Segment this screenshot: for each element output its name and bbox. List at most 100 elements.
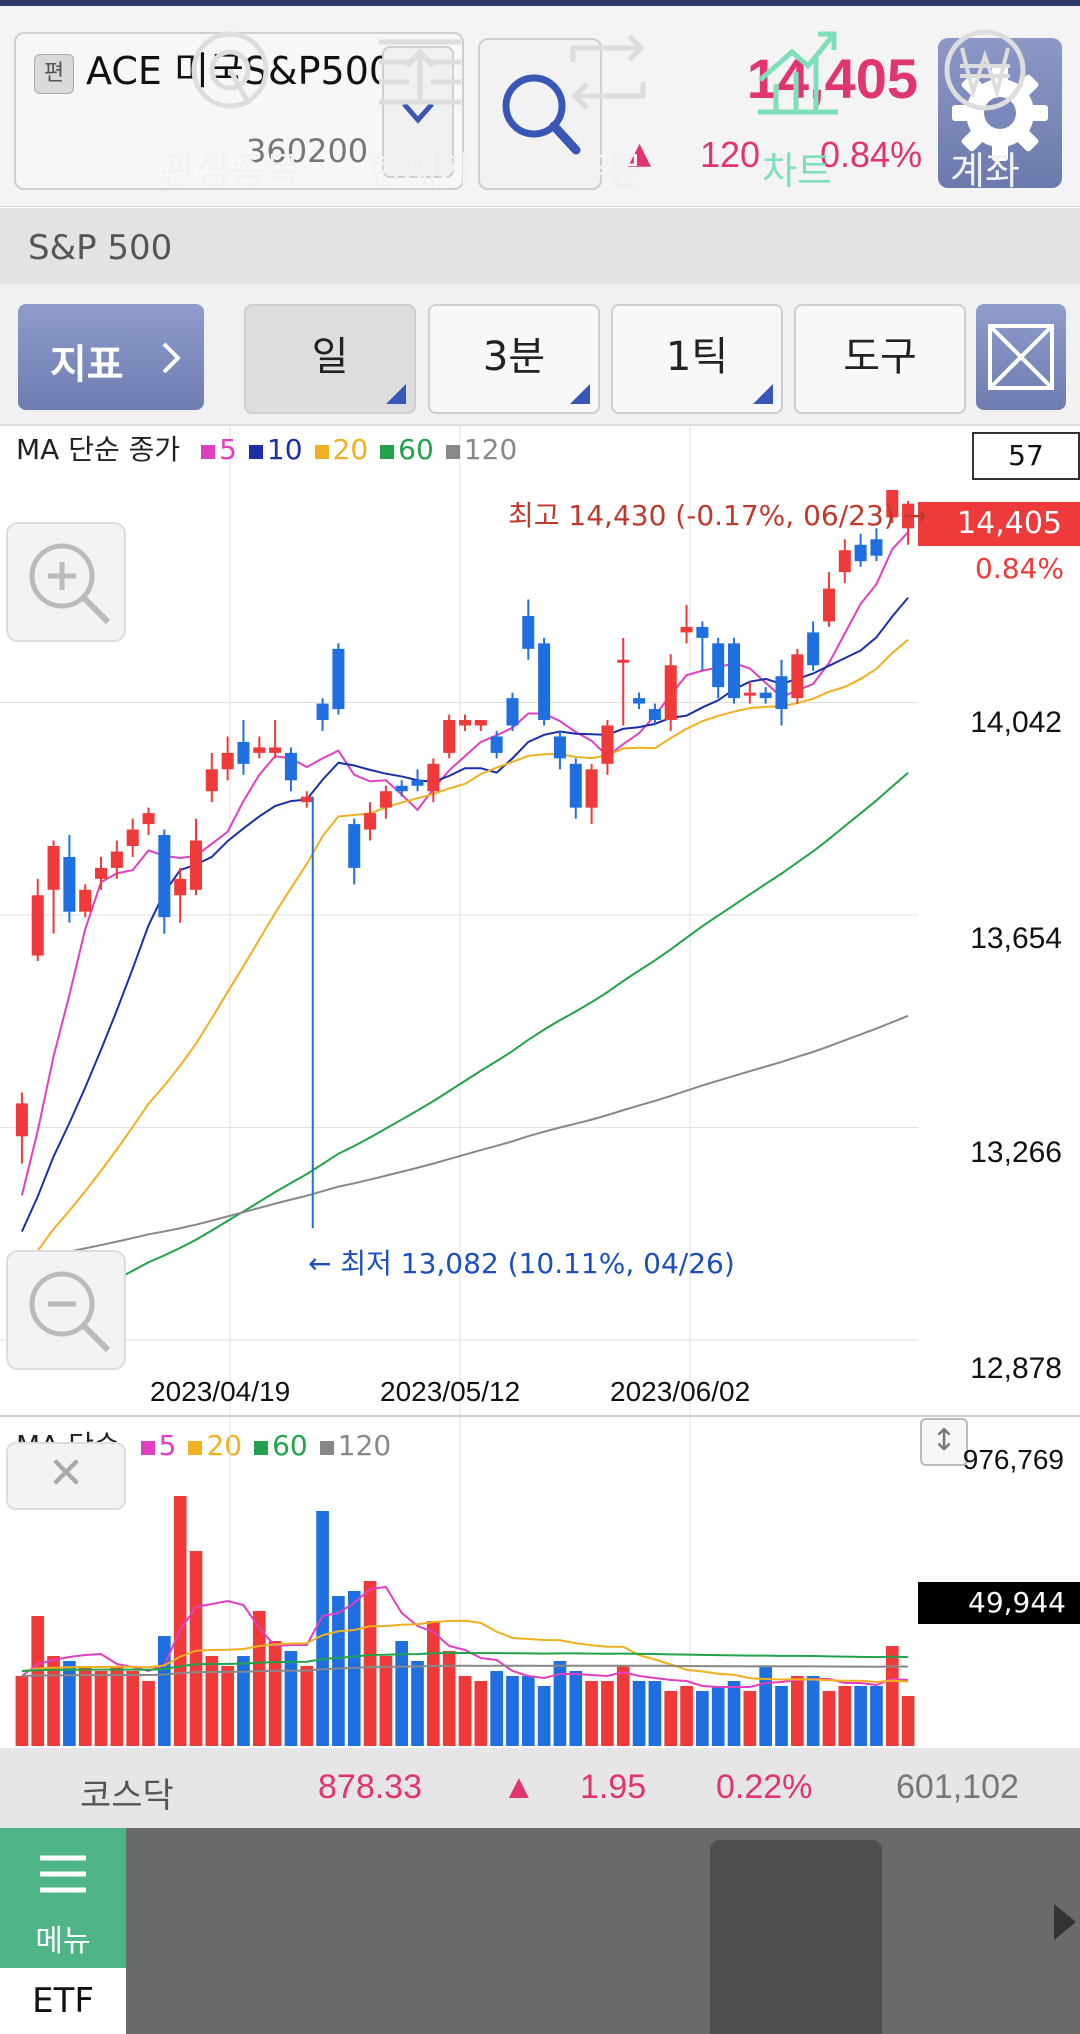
stock-code: 360200 [246,132,369,170]
volume-ma-120-line [21,1664,909,1677]
volume-bar [854,1686,867,1746]
candle [822,588,835,622]
market-index-bar[interactable]: 코스닥 878.33 ▲ 1.95 0.22% 601,102 [0,1748,1080,1828]
chart-toolbar: 지표 일 3분 1틱 도구 [0,284,1080,426]
tick-label: 1틱 [665,334,729,380]
zoom-out-button[interactable] [6,1250,126,1370]
candle [648,709,661,721]
search-icon [502,74,581,155]
candle [854,544,867,562]
candle [664,665,677,721]
volume-bar [838,1686,852,1746]
price-change: 120 [700,134,761,175]
y-axis-label: 14,042 [970,706,1062,739]
edit-badge[interactable]: 편 [34,54,74,94]
period-day-button[interactable]: 일 [244,304,416,414]
index-name: 코스닥 [80,1777,174,1815]
fullscreen-button[interactable] [976,304,1066,410]
volume-bar [427,1621,440,1746]
nav-account[interactable]: 계좌 [910,0,1060,206]
current-price-icon [379,39,461,105]
candle [728,643,741,699]
y-axis-label: 13,654 [970,922,1062,955]
candle [807,632,820,666]
zoom-out-icon [29,1271,111,1353]
indicator-label: 지표 [50,342,124,388]
volume-ma-legend-swatch [319,1441,334,1455]
candle [63,856,76,912]
nav-watchlist-label: 관심종목 [160,149,300,193]
nav-order-label: 주문 [573,149,643,193]
volume-ma-legend-label: 120 [337,1429,392,1462]
candle [395,785,408,792]
indicator-button[interactable]: 지표 [18,304,204,410]
last-price-percent: 0.84% [975,552,1064,585]
price-chart[interactable] [0,424,1080,1424]
zoom-in-button[interactable] [6,522,126,642]
candle [142,813,155,825]
index-change-percent: 0.22% [716,1768,813,1806]
volume-ma-legend-label: 5 [158,1429,177,1462]
volume-bar [94,1671,108,1746]
nav-chart[interactable]: 차트 [714,0,880,206]
search-button[interactable] [478,38,602,190]
index-value: 878.33 [318,1768,422,1806]
close-indicator-button[interactable]: ✕ [6,1442,126,1510]
candle [316,703,329,721]
candle [569,763,582,808]
volume-bar [553,1661,567,1746]
ma-20-line [21,638,909,1271]
nav-scroll-right-icon[interactable] [1052,1900,1078,1948]
candle [126,829,139,846]
candle [158,835,171,918]
chart-icon [758,31,838,115]
etf-label[interactable]: ETF [0,1968,126,2034]
x-axis-label: 2023/05/12 [380,1376,521,1407]
candle [743,692,756,696]
ma-legend-title: MA 단순 종가 [16,433,181,466]
volume-bar [822,1691,836,1746]
volume-bar [506,1676,519,1746]
volume-bar [775,1686,788,1746]
volume-bar [727,1681,741,1746]
hamburger-menu-icon [40,1855,86,1893]
nav-current-price[interactable]: 현재가 [340,0,500,206]
volume-bar [442,1651,456,1746]
candle [284,752,297,781]
volume-bar [268,1641,282,1746]
tools-button[interactable]: 도구 [794,304,966,414]
settings-button[interactable] [938,38,1062,188]
index-volume: 601,102 [896,1768,1019,1806]
volume-bar [363,1581,377,1746]
ma-60-line [21,771,909,1326]
candle [585,769,598,808]
candle [458,720,472,726]
candle [79,889,92,912]
x-axis-label: 2023/06/02 [610,1376,751,1407]
tick-button[interactable]: 1틱 [611,304,783,414]
volume-bar [205,1656,219,1746]
volume-ma-legend-swatch [254,1441,269,1455]
resize-handle[interactable]: ↕ [920,1418,968,1466]
low-annotation: ← 최저 13,082 (10.11%, 04/26) [308,1247,735,1280]
candle-count-box[interactable]: 57 [972,432,1080,480]
index-subtitle: S&P 500 [28,228,173,268]
chevron-down-icon [402,102,434,124]
expand-icon [988,324,1054,390]
nav-selected-highlight [710,1840,882,2034]
candle [427,763,440,792]
volume-chart[interactable] [0,1418,918,1748]
index-change: 1.95 [580,1768,647,1806]
candle [95,867,108,879]
nav-watchlist[interactable]: 관심종목 [150,0,310,206]
candle [759,692,772,699]
stock-selector[interactable]: 편 ACE 미국S&P500 360200 [14,32,464,190]
period-minute-button[interactable]: 3분 [428,304,600,414]
volume-bar [237,1656,250,1746]
period-minute-label: 3분 [482,334,546,380]
candle [902,503,915,529]
volume-ma-legend-label: 60 [272,1429,308,1462]
nav-order[interactable]: 주문 [528,0,688,206]
candle [332,648,345,710]
nav-chart-label: 차트 [762,149,832,193]
